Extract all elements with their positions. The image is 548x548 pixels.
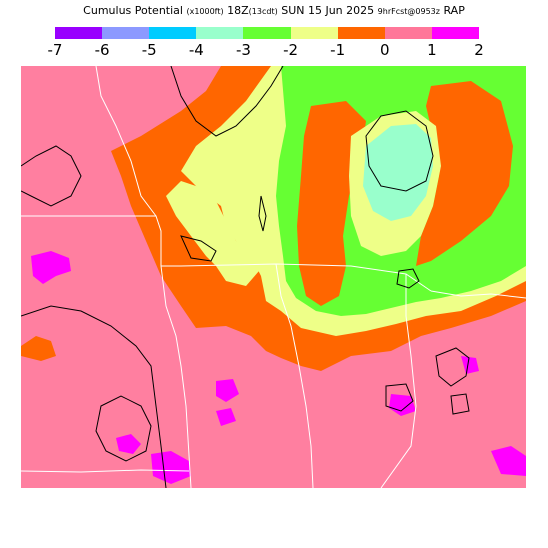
title-time: 18Z bbox=[227, 4, 249, 17]
legend-swatch-1 bbox=[102, 27, 150, 39]
region-minus1-inner bbox=[297, 101, 366, 306]
legend-tick-label: 0 bbox=[379, 41, 390, 59]
title-units: (x1000ft) bbox=[186, 7, 224, 16]
patch-plus1-b bbox=[116, 434, 141, 454]
legend-tick-label: -3 bbox=[235, 41, 251, 59]
state-boundaries bbox=[21, 66, 526, 488]
patch-plus1-d bbox=[216, 379, 239, 402]
title-model: RAP bbox=[443, 4, 465, 17]
legend-swatch-6 bbox=[337, 27, 385, 39]
legend-tick-label: -7 bbox=[47, 41, 63, 59]
legend-swatch-5 bbox=[290, 27, 338, 39]
legend-tick-label: -1 bbox=[330, 41, 346, 59]
legend-tick-label: -6 bbox=[94, 41, 110, 59]
color-legend bbox=[55, 27, 479, 39]
legend-swatch-2 bbox=[149, 27, 197, 39]
region-minus4 bbox=[363, 124, 433, 221]
patch-plus1-c bbox=[151, 451, 191, 484]
chart-title: Cumulus Potential (x1000ft) 18Z(13cdt) S… bbox=[0, 4, 548, 20]
title-date: SUN 15 Jun 2025 bbox=[281, 4, 375, 17]
region-minus2-w bbox=[166, 181, 259, 286]
title-local: (13cdt) bbox=[248, 7, 278, 16]
legend-tick-label: -2 bbox=[283, 41, 299, 59]
legend-swatch-0 bbox=[55, 27, 103, 39]
legend-swatch-8 bbox=[431, 27, 479, 39]
legend-tick-label: -5 bbox=[141, 41, 157, 59]
patch-plus1-g bbox=[491, 446, 526, 476]
legend-swatch-7 bbox=[384, 27, 432, 39]
legend-tick-label: 2 bbox=[474, 41, 484, 59]
contour-lines bbox=[21, 66, 470, 488]
cumulus-potential-map bbox=[21, 66, 526, 488]
legend-tick-label: 1 bbox=[427, 41, 437, 59]
legend-swatch-4 bbox=[243, 27, 291, 39]
patch-plus1-h bbox=[216, 408, 236, 426]
patch-plus1-a bbox=[31, 251, 71, 284]
legend-ticks: -7 -6 -5 -4 -3 -2 -1 0 1 2 bbox=[0, 41, 548, 59]
region-minus1-east bbox=[416, 81, 513, 266]
patch-plus1-f bbox=[461, 356, 479, 374]
legend-tick-label: -4 bbox=[188, 41, 204, 59]
legend-swatch-3 bbox=[196, 27, 244, 39]
patch-plus1-e bbox=[389, 394, 416, 416]
title-fcst: 9hrFcst@0953z bbox=[377, 7, 440, 16]
title-main: Cumulus Potential bbox=[83, 4, 183, 17]
region-minus1-sw bbox=[21, 336, 56, 361]
